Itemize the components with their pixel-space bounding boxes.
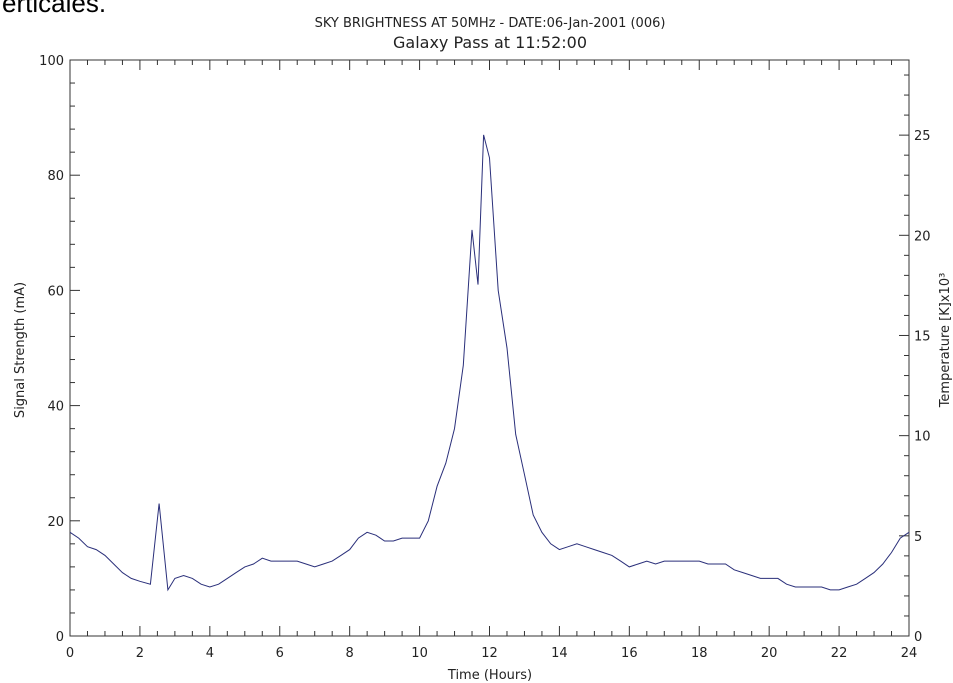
y-tick-label: 80 (47, 169, 64, 184)
plot-frame (69, 59, 910, 637)
x-tick-label: 4 (206, 646, 214, 661)
y2-tick-label: 25 (914, 129, 931, 144)
y-tick-label: 40 (47, 400, 64, 415)
y2-tick-label: 15 (914, 329, 931, 344)
y-tick-label: 60 (47, 284, 64, 299)
x-tick-label: 16 (621, 646, 638, 661)
plot-border (69, 59, 910, 637)
y2-tick-label: 20 (914, 229, 931, 244)
x-tick-label: 10 (411, 646, 428, 661)
x-tick-label: 12 (481, 646, 498, 661)
y-tick-label: 100 (39, 54, 64, 69)
x-tick-label: 2 (136, 646, 144, 661)
y-axis-label: Signal Strength (mA) (13, 282, 28, 418)
chart-title: SKY BRIGHTNESS AT 50MHz - DATE:06-Jan-20… (315, 16, 666, 31)
x-tick-label: 18 (691, 646, 708, 661)
signal-series-line (69, 134, 910, 592)
y2-tick-label: 0 (914, 630, 922, 645)
x-tick-label: 24 (901, 646, 918, 661)
x-tick-label: 20 (761, 646, 778, 661)
x-tick-label: 22 (831, 646, 848, 661)
y2-axis-label: Temperature [K]x10³ (938, 273, 953, 409)
y2-tick-label: 10 (914, 430, 931, 445)
y2-tick-label: 5 (914, 530, 922, 545)
x-axis-ticks: 0 2 4 6 8 10 12 14 16 18 20 22 24 (66, 60, 917, 661)
y-tick-label: 0 (56, 630, 64, 645)
x-axis-label: Time (Hours) (447, 668, 532, 683)
x-tick-label: 8 (346, 646, 354, 661)
x-tick-label: 14 (551, 646, 568, 661)
x-tick-label: 6 (276, 646, 284, 661)
y-axis-ticks: 0 20 40 60 80 100 (39, 54, 80, 645)
x-tick-label: 0 (66, 646, 74, 661)
cropped-caption-fragment: erticales. (0, 0, 953, 20)
y2-axis-ticks: 0 5 10 15 20 25 (899, 74, 931, 645)
cropped-caption-text: erticales. (2, 0, 107, 18)
chart-subtitle: Galaxy Pass at 11:52:00 (393, 33, 587, 52)
y-tick-label: 20 (47, 515, 64, 530)
